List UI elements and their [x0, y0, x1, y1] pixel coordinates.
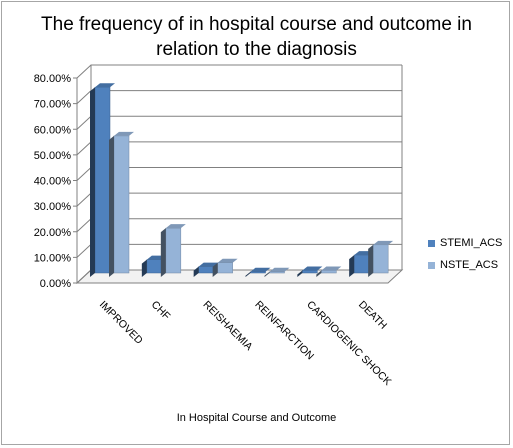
bar — [109, 131, 134, 277]
bar — [193, 262, 219, 277]
y-axis-tick-labels: 0.00% 10.00% 20.00% 30.00% 40.00% 50.00% 60.00… — [34, 73, 72, 290]
y-tick-label: 20.00% — [34, 227, 72, 239]
bar-top — [114, 131, 134, 136]
y-tick-label: 30.00% — [34, 201, 72, 213]
x-category-label: CARDIOGENIC SHOCK — [304, 299, 393, 388]
bar — [264, 267, 290, 277]
bar-side — [349, 255, 355, 277]
bar-front — [269, 271, 285, 274]
bar-front — [113, 135, 130, 274]
chart-title-line-1: The frequency of in hospital course and … — [41, 14, 472, 35]
gridline — [76, 64, 402, 79]
bar-front — [94, 86, 111, 274]
y-tick-label: 0.00% — [40, 278, 71, 290]
bar-top — [250, 267, 271, 272]
bar-side — [212, 262, 218, 277]
bar-top — [165, 224, 186, 229]
x-category-label: CHF — [149, 299, 173, 323]
gridline — [76, 115, 402, 130]
bar-side — [264, 271, 270, 277]
bar — [316, 266, 342, 277]
bar-top — [95, 83, 115, 88]
legend-swatch-stemi — [428, 239, 435, 247]
y-tick-label: 60.00% — [34, 124, 72, 136]
y-tick-label: 10.00% — [34, 252, 72, 264]
bar-top — [269, 267, 290, 272]
bar-side — [160, 228, 166, 277]
chart-title-line-2: relation to the diagnosis — [156, 39, 357, 60]
x-category-label: DEATH — [356, 299, 389, 332]
legend-label-nste: NSTE_ACS — [440, 259, 499, 271]
bar-side — [316, 270, 322, 277]
bar — [90, 83, 115, 277]
bar-top — [198, 262, 219, 267]
y-tick-label: 80.00% — [34, 73, 72, 85]
bar-side — [90, 87, 95, 277]
bar-front — [198, 266, 214, 274]
bar-top — [373, 240, 394, 245]
x-category-label: REISHAEMIA — [201, 299, 255, 353]
gridline — [76, 90, 402, 104]
legend-label-stemi: STEMI_ACS — [440, 237, 503, 249]
y-tick-label: 40.00% — [34, 176, 72, 188]
bar — [245, 267, 271, 277]
y-tick-label: 70.00% — [34, 99, 72, 111]
x-category-label: IMPROVED — [97, 299, 145, 347]
bar-side — [245, 271, 251, 277]
bar-front — [353, 254, 370, 274]
bar — [368, 240, 394, 277]
x-axis-category-labels: IMPROVED CHF REISHAEMIAREINFARCTIONCARDIOG… — [97, 299, 394, 388]
bar-front — [250, 271, 266, 274]
bar-front — [302, 270, 318, 274]
bar-side — [297, 270, 303, 277]
bar — [160, 224, 186, 277]
legend-item-nste: NSTE_ACS — [428, 254, 502, 276]
legend: STEMI_ACS NSTE_ACS — [428, 232, 502, 276]
legend-swatch-nste — [428, 261, 435, 269]
chart-title: The frequency of in hospital course and … — [0, 12, 513, 62]
legend-item-stemi: STEMI_ACS — [428, 232, 502, 254]
bar — [297, 266, 323, 277]
bar-top — [321, 266, 342, 271]
bar-front — [146, 259, 163, 274]
bar-side — [141, 259, 147, 277]
bar-side — [193, 266, 199, 277]
bar-front — [217, 262, 233, 274]
bar-front — [321, 270, 337, 274]
bar-front — [165, 227, 182, 274]
bar — [212, 258, 238, 277]
bar — [349, 251, 375, 277]
x-axis-title: In Hospital Course and Outcome — [176, 412, 337, 424]
bar-top — [217, 258, 238, 263]
bars — [90, 83, 394, 277]
bar-front — [372, 244, 389, 274]
bar-top — [302, 266, 323, 271]
y-tick-label: 50.00% — [34, 150, 72, 162]
bar-side — [109, 135, 114, 277]
bar-side — [368, 244, 374, 277]
